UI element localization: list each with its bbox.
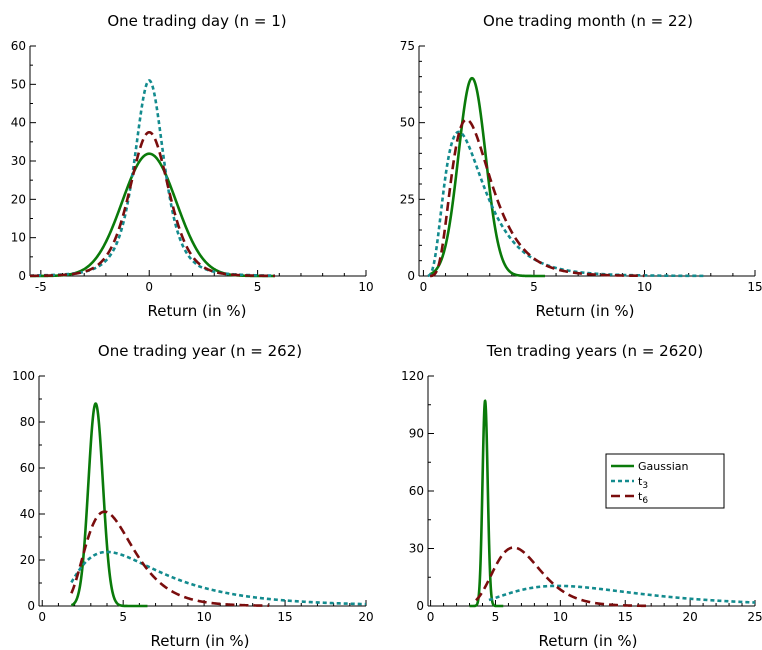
- legend-label-text: t: [638, 490, 643, 503]
- x-tick-label: 5: [492, 610, 500, 624]
- panel-title: One trading year (n = 262): [98, 342, 302, 360]
- y-tick-label: 10: [11, 231, 26, 245]
- x-tick-label: 0: [38, 610, 46, 624]
- y-tick-label: 60: [20, 461, 35, 475]
- y-tick-label: 0: [407, 269, 415, 283]
- y-tick-label: 100: [12, 369, 35, 383]
- series-line-t3: [427, 130, 707, 278]
- x-tick-label: 20: [358, 610, 373, 624]
- x-tick-label: 15: [277, 610, 292, 624]
- panel-title: Ten trading years (n = 2620): [486, 342, 703, 360]
- y-tick-label: 80: [20, 415, 35, 429]
- y-tick-label: 0: [416, 599, 424, 613]
- x-tick-label: 5: [530, 280, 538, 294]
- y-tick-label: 30: [409, 542, 424, 556]
- y-tick-label: 50: [400, 116, 415, 130]
- legend-label-t6: t6: [638, 490, 648, 506]
- x-tick-label: 0: [145, 280, 153, 294]
- y-tick-label: 30: [11, 154, 26, 168]
- plot-area-0: -5 0 5 10 0 10 20 30 40 50 60: [11, 39, 374, 294]
- y-tick-label: 20: [11, 192, 26, 206]
- series-line-gaussian: [70, 402, 148, 608]
- y-tick-label: 20: [20, 553, 35, 567]
- x-axis-label: Return (in %): [151, 632, 250, 650]
- x-tick-label: 10: [637, 280, 652, 294]
- legend-label-t3: t3: [638, 475, 648, 491]
- panel-ten-trading-years: Ten trading years (n = 2620) Return (in …: [486, 342, 703, 650]
- series-line-t6: [475, 546, 652, 608]
- y-tick-label: 90: [409, 427, 424, 441]
- y-tick-label: 60: [409, 484, 424, 498]
- plot-area-2: 0 5 10 15 20 0 20 40 60 80 100: [12, 369, 374, 624]
- y-tick-label: 25: [400, 192, 415, 206]
- legend-label-gaussian: Gaussian: [638, 460, 688, 473]
- series-line-gaussian: [429, 76, 545, 278]
- y-tick-label: 75: [400, 39, 415, 53]
- x-tick-label: 10: [358, 280, 373, 294]
- series-line-gaussian: [30, 152, 275, 278]
- y-tick-label: 60: [11, 39, 26, 53]
- x-tick-label: 15: [747, 280, 762, 294]
- x-tick-label: 25: [747, 610, 762, 624]
- y-tick-label: 120: [401, 369, 424, 383]
- x-tick-label: 5: [254, 280, 262, 294]
- plot-area-1: 0 5 10 15 0 25 50 75: [400, 39, 762, 294]
- y-tick-label: 40: [11, 116, 26, 130]
- y-tick-label: 0: [18, 269, 26, 283]
- series-line-t3: [29, 79, 275, 277]
- y-tick-label: 50: [11, 77, 26, 91]
- series-line-t6: [429, 118, 645, 278]
- series-line-gaussian: [469, 399, 504, 608]
- legend-label-text: Gaussian: [638, 460, 688, 473]
- series-line-t3: [488, 584, 756, 604]
- series-line-t3: [70, 550, 367, 606]
- legend-label-text: t: [638, 475, 643, 488]
- x-tick-label: 0: [420, 280, 428, 294]
- x-axis-label: Return (in %): [536, 302, 635, 320]
- panel-one-trading-year: One trading year (n = 262) Return (in %): [98, 342, 302, 650]
- legend-label-subscript: 6: [642, 496, 648, 506]
- x-axis-label: Return (in %): [148, 302, 247, 320]
- panel-one-trading-day: One trading day (n = 1) Return (in %): [107, 12, 286, 320]
- y-tick-label: 0: [27, 599, 35, 613]
- x-tick-label: 20: [682, 610, 697, 624]
- x-tick-label: 15: [618, 610, 633, 624]
- legend-label-subscript: 3: [642, 481, 648, 491]
- x-axis-label: Return (in %): [539, 632, 638, 650]
- panel-title: One trading day (n = 1): [107, 12, 286, 30]
- x-tick-label: 10: [196, 610, 211, 624]
- panel-title: One trading month (n = 22): [483, 12, 693, 30]
- x-tick-label: 0: [427, 610, 435, 624]
- series-line-t6: [70, 510, 269, 608]
- x-tick-label: 5: [119, 610, 127, 624]
- panel-one-trading-month: One trading month (n = 22) Return (in %): [483, 12, 693, 320]
- x-tick-label: 10: [553, 610, 568, 624]
- x-tick-label: -5: [35, 280, 47, 294]
- y-tick-label: 40: [20, 507, 35, 521]
- series-line-t6: [29, 130, 275, 278]
